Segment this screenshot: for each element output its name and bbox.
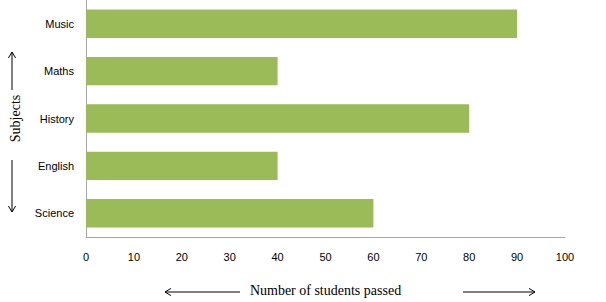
- svg-text:Subjects: Subjects: [8, 95, 23, 142]
- svg-text:100: 100: [556, 251, 574, 263]
- svg-text:40: 40: [271, 251, 283, 263]
- svg-text:Number of students passed: Number of students passed: [250, 283, 401, 298]
- svg-text:30: 30: [224, 251, 236, 263]
- svg-text:Science: Science: [35, 207, 74, 219]
- svg-text:History: History: [40, 113, 75, 125]
- svg-text:50: 50: [319, 251, 331, 263]
- svg-text:60: 60: [367, 251, 379, 263]
- svg-text:70: 70: [415, 251, 427, 263]
- svg-text:English: English: [38, 160, 74, 172]
- svg-text:20: 20: [176, 251, 188, 263]
- svg-text:Music: Music: [45, 18, 74, 30]
- svg-text:90: 90: [511, 251, 523, 263]
- svg-text:0: 0: [83, 251, 89, 263]
- svg-text:Maths: Maths: [44, 65, 74, 77]
- svg-text:80: 80: [463, 251, 475, 263]
- svg-text:10: 10: [128, 251, 140, 263]
